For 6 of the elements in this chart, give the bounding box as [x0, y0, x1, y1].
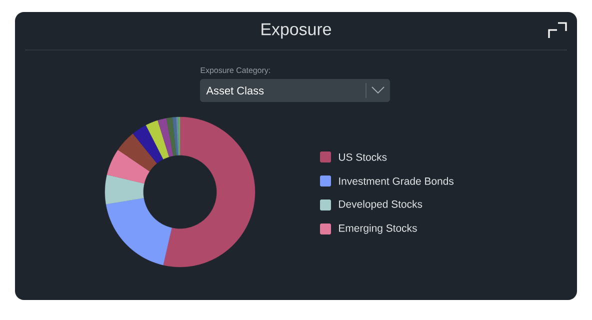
legend-label: US Stocks [339, 153, 387, 161]
legend-label: Developed Stocks [339, 200, 422, 210]
text: Asset Class [206, 86, 264, 95]
chart-title: Exposure [262, 23, 332, 39]
legend-label: Emerging Stocks [339, 224, 417, 234]
legend-label: Investment Grade Bonds [339, 177, 454, 185]
